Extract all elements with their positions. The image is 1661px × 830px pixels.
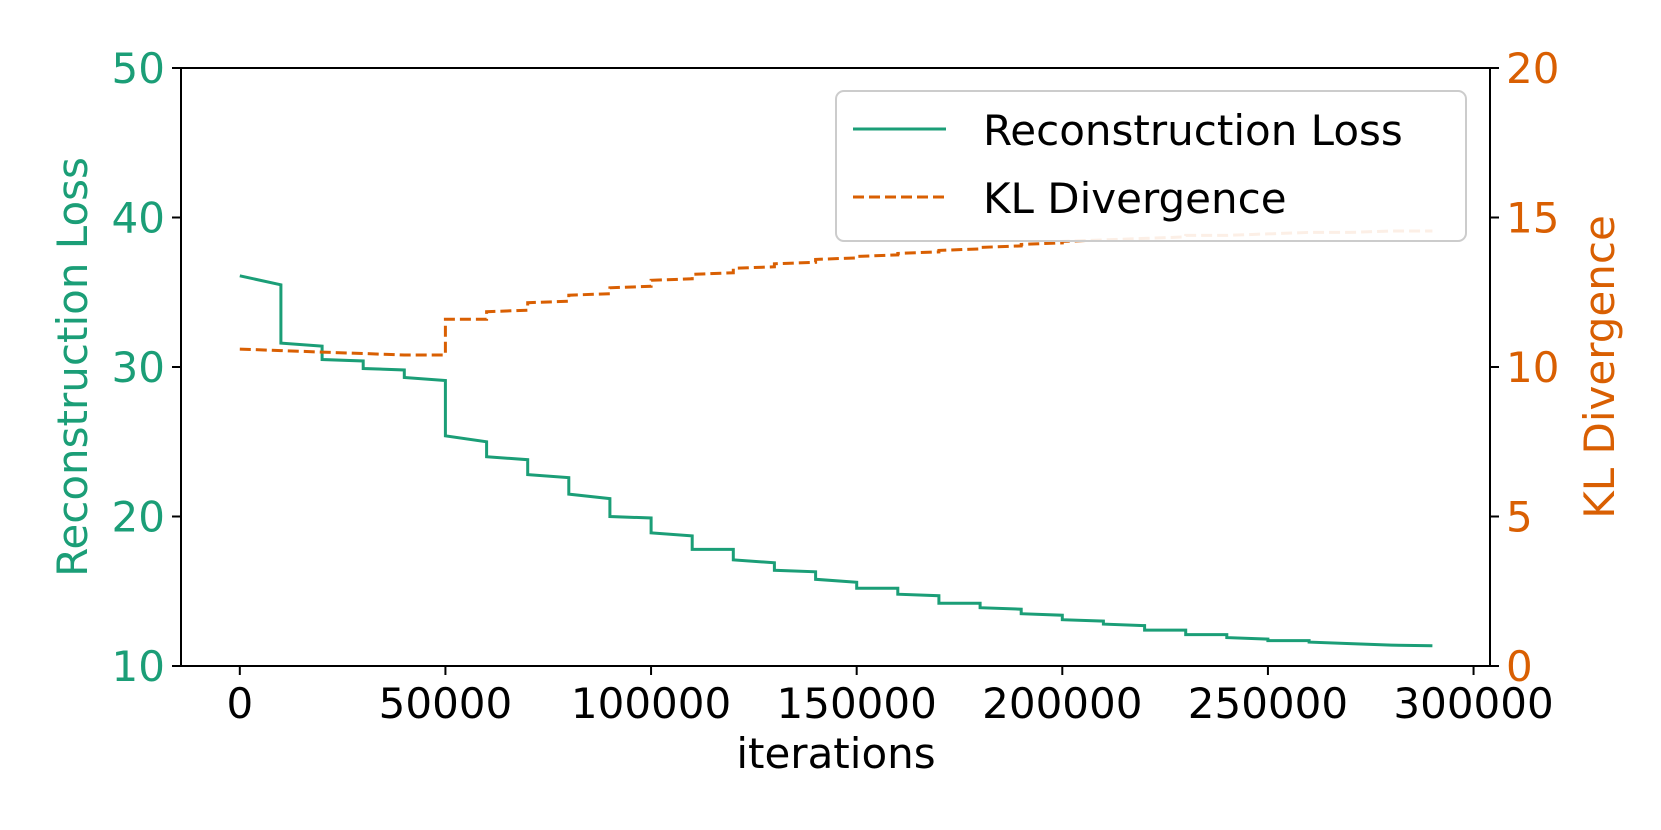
x-tick-label: 300000 [1393,679,1553,728]
y-axis-left-label: Reconstruction Loss [48,157,97,577]
x-tick-label: 0 [226,679,253,728]
y-left-tick-label: 30 [112,343,165,392]
legend: Reconstruction Loss KL Divergence [835,90,1467,242]
x-axis-label: iterations [736,729,935,778]
y-left-tick-label: 20 [112,493,165,542]
y-right-tick-label: 20 [1506,44,1559,93]
x-tick-label: 200000 [982,679,1142,728]
y-right-tick-label: 10 [1506,343,1559,392]
legend-label-reconstruction-loss: Reconstruction Loss [983,106,1403,155]
y-right-tick-label: 0 [1506,642,1533,691]
legend-label-kl-divergence: KL Divergence [983,174,1287,223]
series-line-reconstruction-loss [239,274,1433,648]
x-tick-label: 150000 [777,679,937,728]
x-tick-label: 250000 [1188,679,1348,728]
x-tick-label: 100000 [571,679,731,728]
y-axis-right-label: KL Divergence [1575,215,1624,519]
y-left-tick-label: 50 [112,44,165,93]
y-left-tick-label: 10 [112,642,165,691]
legend-box [835,90,1467,242]
y-right-tick-label: 5 [1506,493,1533,542]
y-left-tick-label: 40 [112,194,165,243]
y-right-tick-label: 15 [1506,194,1559,243]
x-tick-label: 50000 [379,679,513,728]
